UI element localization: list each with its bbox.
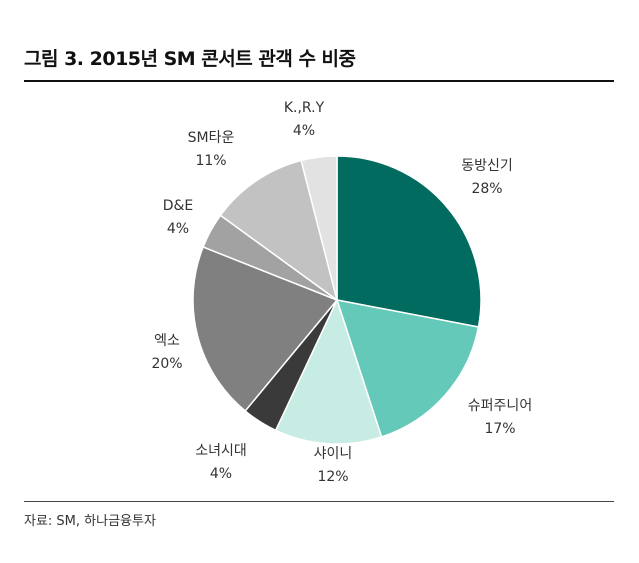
pie-slices	[192, 155, 482, 445]
slice-value-label-0: 28%	[471, 181, 502, 197]
chart-title: 그림 3. 2015년 SM 콘서트 관객 수 비중	[24, 48, 356, 70]
pie-slice-6	[219, 159, 339, 302]
slice-value-label-6: 11%	[195, 153, 226, 169]
slice-value-label-3: 4%	[210, 466, 232, 482]
source-note: 자료: SM, 하나금융투자	[24, 514, 156, 529]
slice-label-4: 엑소	[154, 333, 180, 349]
slice-value-label-2: 12%	[317, 469, 348, 485]
slice-label-0: 동방신기	[461, 158, 513, 174]
slice-label-7: K.,R.Y	[284, 100, 325, 116]
slice-value-label-7: 4%	[293, 123, 315, 139]
slice-label-5: D&E	[163, 198, 194, 214]
source-rule	[24, 501, 614, 502]
pie-slice-7	[300, 155, 338, 301]
slice-label-6: SM타운	[188, 130, 235, 146]
slice-label-2: 샤이니	[314, 446, 353, 462]
pie-slice-0	[336, 155, 482, 328]
slice-value-label-1: 17%	[484, 421, 515, 437]
slice-value-label-5: 4%	[167, 221, 189, 237]
slice-value-label-4: 20%	[151, 356, 182, 372]
slice-label-3: 소녀시대	[195, 443, 247, 459]
slice-label-1: 슈퍼주니어	[468, 398, 532, 414]
title-rule	[24, 80, 614, 82]
pie-slice-4	[192, 246, 339, 413]
pie-slice-1	[335, 299, 480, 438]
pie-labels: 동방신기 28% 슈퍼주니어 17% 샤이니 12% 소녀시대 4% 엑소 20% D&E 4% SM타…	[151, 100, 532, 485]
pie-slice-2	[274, 297, 383, 445]
